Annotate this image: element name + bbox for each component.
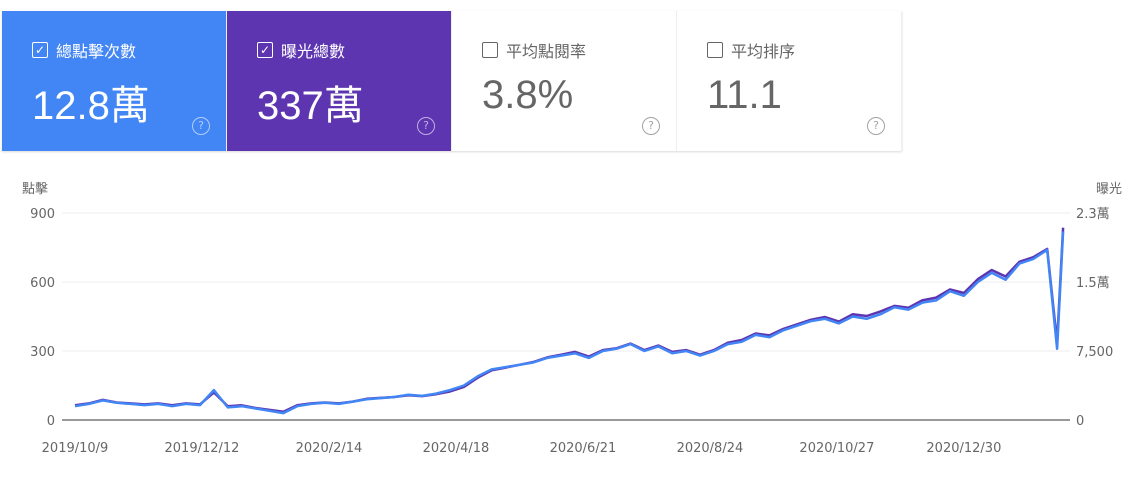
impressions-line [74,227,1065,413]
x-tick-label: 2020/12/30 [926,441,1001,456]
x-tick-label: 2020/10/27 [799,441,874,456]
left-axis-label: 點擊 [22,181,48,197]
right-axis-label: 曝光 [1096,182,1122,197]
x-tick-label: 2020/8/24 [677,441,744,456]
card-value: 3.8% [482,73,574,117]
left-tick-label: 300 [30,345,55,360]
card-value: 337萬 [257,84,364,128]
left-tick-label: 900 [30,207,55,222]
help-icon[interactable]: ? [417,117,435,135]
card-value: 12.8萬 [32,84,150,128]
left-tick-label: 0 [47,414,55,429]
x-tick-label: 2020/4/18 [423,441,490,456]
help-icon[interactable]: ? [867,117,885,135]
x-tick-label: 2019/12/12 [165,441,240,456]
card-label: 曝光總數 [281,42,346,61]
card-total-clicks[interactable]: ✓ 總點擊次數 12.8萬 ? [2,11,227,151]
card-label: 平均排序 [731,42,796,61]
checkbox-checked-icon[interactable]: ✓ [32,42,48,58]
right-tick-label: 2.3萬 [1076,207,1110,222]
x-tick-label: 2020/2/14 [296,441,363,456]
metric-cards: ✓ 總點擊次數 12.8萬 ? ✓ 曝光總數 337萬 ? 平均點閱率 3.8% ?… [2,11,902,151]
clicks-line [74,231,1065,415]
card-average-ctr[interactable]: 平均點閱率 3.8% ? [452,11,677,151]
card-label: 總點擊次數 [56,42,137,61]
card-average-position[interactable]: 平均排序 11.1 ? [677,11,902,151]
help-icon[interactable]: ? [642,117,660,135]
checkbox-checked-icon[interactable]: ✓ [257,42,273,58]
left-tick-label: 600 [30,276,55,291]
checkbox-unchecked-icon[interactable] [707,42,723,58]
right-tick-label: 1.5萬 [1076,276,1110,291]
x-tick-label: 2020/6/21 [550,441,617,456]
card-label: 平均點閱率 [506,42,587,61]
right-tick-label: 7,500 [1076,345,1113,360]
card-value: 11.1 [707,73,782,117]
x-tick-label: 2019/10/9 [42,441,109,456]
card-total-impressions[interactable]: ✓ 曝光總數 337萬 ? [227,11,452,151]
help-icon[interactable]: ? [192,117,210,135]
right-tick-label: 0 [1076,414,1084,429]
checkbox-unchecked-icon[interactable] [482,42,498,58]
